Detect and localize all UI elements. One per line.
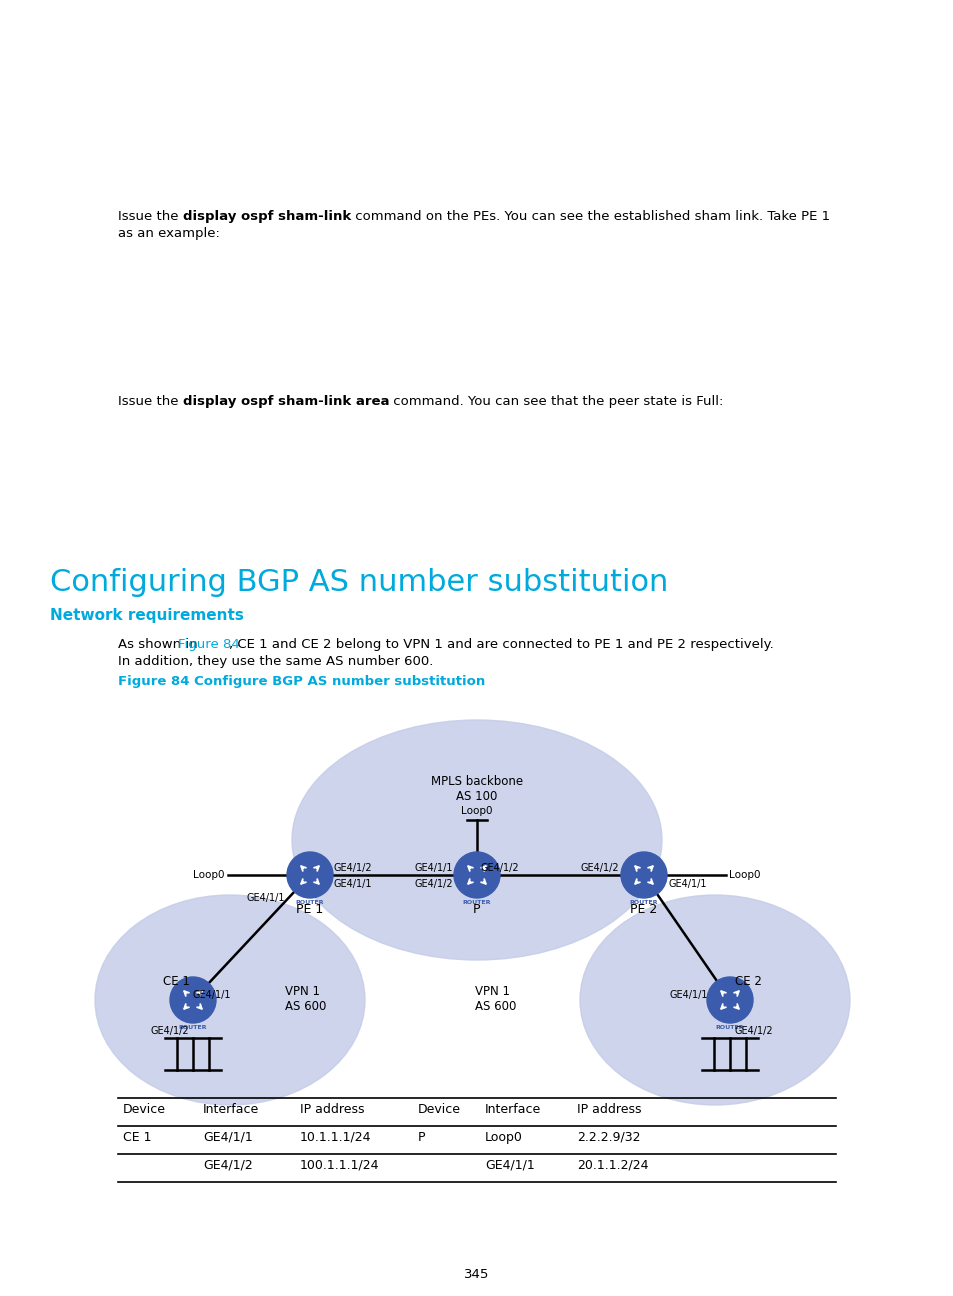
Text: Loop0: Loop0 [193, 870, 225, 880]
Text: CE 1: CE 1 [163, 975, 190, 988]
Text: display ospf sham-link: display ospf sham-link [183, 210, 351, 223]
Text: display ospf sham-link area: display ospf sham-link area [183, 395, 389, 408]
Circle shape [454, 851, 499, 898]
Text: GE4/1/2: GE4/1/2 [334, 863, 373, 874]
Ellipse shape [579, 896, 849, 1105]
Text: Device: Device [123, 1103, 166, 1116]
Text: GE4/1/1: GE4/1/1 [203, 1131, 253, 1144]
Text: Issue the: Issue the [118, 210, 183, 223]
Text: ROUTER: ROUTER [462, 899, 491, 905]
Ellipse shape [292, 721, 661, 960]
Text: GE4/1/2: GE4/1/2 [203, 1159, 253, 1172]
Ellipse shape [95, 896, 365, 1105]
Text: Loop0: Loop0 [484, 1131, 522, 1144]
Text: ROUTER: ROUTER [178, 1025, 207, 1030]
Text: IP address: IP address [299, 1103, 364, 1116]
Circle shape [706, 977, 752, 1023]
Text: 2.2.2.9/32: 2.2.2.9/32 [577, 1131, 639, 1144]
Text: Device: Device [417, 1103, 460, 1116]
Text: GE4/1/2: GE4/1/2 [579, 863, 618, 874]
Circle shape [287, 851, 333, 898]
Text: GE4/1/1: GE4/1/1 [414, 863, 453, 874]
Circle shape [620, 851, 666, 898]
Text: Interface: Interface [484, 1103, 540, 1116]
Text: MPLS backbone: MPLS backbone [431, 775, 522, 788]
Text: PE 2: PE 2 [630, 903, 657, 916]
Text: ROUTER: ROUTER [715, 1025, 743, 1030]
Text: GE4/1/1: GE4/1/1 [668, 879, 707, 889]
Text: 20.1.1.2/24: 20.1.1.2/24 [577, 1159, 648, 1172]
Text: PE 1: PE 1 [296, 903, 323, 916]
Text: GE4/1/2: GE4/1/2 [414, 879, 453, 889]
Text: P: P [417, 1131, 425, 1144]
Text: GE4/1/1: GE4/1/1 [246, 893, 285, 903]
Circle shape [170, 977, 215, 1023]
Text: CE 1: CE 1 [123, 1131, 152, 1144]
Text: GE4/1/1: GE4/1/1 [334, 879, 372, 889]
Text: ROUTER: ROUTER [629, 899, 658, 905]
Text: GE4/1/1: GE4/1/1 [193, 990, 232, 1001]
Text: Configuring BGP AS number substitution: Configuring BGP AS number substitution [50, 568, 668, 597]
Text: Loop0: Loop0 [460, 806, 493, 816]
Text: command on the PEs. You can see the established sham link. Take PE 1: command on the PEs. You can see the esta… [351, 210, 829, 223]
Text: GE4/1/2: GE4/1/2 [734, 1026, 773, 1036]
Text: IP address: IP address [577, 1103, 640, 1116]
Text: Loop0: Loop0 [728, 870, 760, 880]
Text: As shown in: As shown in [118, 638, 202, 651]
Text: command. You can see that the peer state is Full:: command. You can see that the peer state… [389, 395, 723, 408]
Text: VPN 1: VPN 1 [475, 985, 510, 998]
Text: Network requirements: Network requirements [50, 608, 244, 623]
Text: , CE 1 and CE 2 belong to VPN 1 and are connected to PE 1 and PE 2 respectively.: , CE 1 and CE 2 belong to VPN 1 and are … [229, 638, 773, 651]
Text: ROUTER: ROUTER [295, 899, 324, 905]
Text: AS 600: AS 600 [475, 1001, 516, 1013]
Text: AS 100: AS 100 [456, 791, 497, 804]
Text: AS 600: AS 600 [285, 1001, 326, 1013]
Text: VPN 1: VPN 1 [285, 985, 319, 998]
Text: CE 2: CE 2 [734, 975, 761, 988]
Text: GE4/1/1: GE4/1/1 [669, 990, 708, 1001]
Text: Interface: Interface [203, 1103, 259, 1116]
Text: as an example:: as an example: [118, 227, 219, 240]
Text: 345: 345 [464, 1267, 489, 1280]
Text: 100.1.1.1/24: 100.1.1.1/24 [299, 1159, 379, 1172]
Text: GE4/1/2: GE4/1/2 [480, 863, 519, 874]
Text: Issue the: Issue the [118, 395, 183, 408]
Text: 10.1.1.1/24: 10.1.1.1/24 [299, 1131, 371, 1144]
Text: Figure 84 Configure BGP AS number substitution: Figure 84 Configure BGP AS number substi… [118, 675, 485, 688]
Text: Figure 84: Figure 84 [178, 638, 239, 651]
Text: In addition, they use the same AS number 600.: In addition, they use the same AS number… [118, 654, 433, 667]
Text: GE4/1/1: GE4/1/1 [484, 1159, 535, 1172]
Text: GE4/1/2: GE4/1/2 [151, 1026, 190, 1036]
Text: P: P [473, 903, 480, 916]
